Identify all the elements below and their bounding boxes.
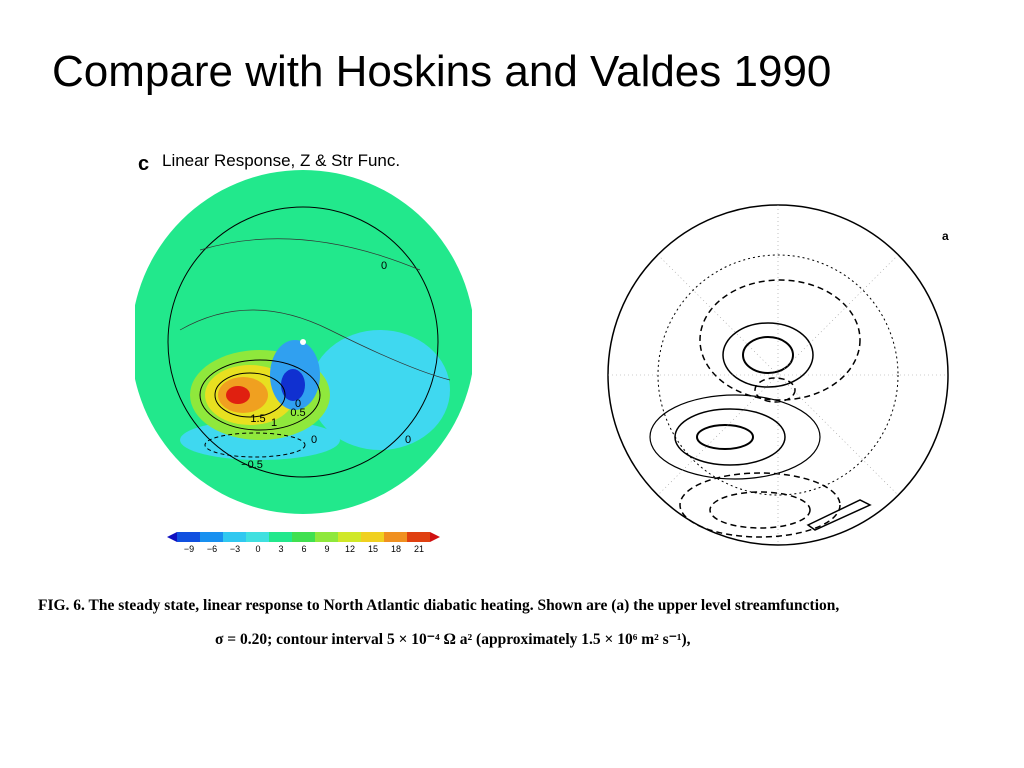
colorbar-tick-label: 18 [391, 544, 401, 554]
colorbar-tick-label: 0 [255, 544, 260, 554]
slide-title: Compare with Hoskins and Valdes 1990 [52, 47, 831, 96]
colorbar-tick-label: −6 [207, 544, 217, 554]
colorbar-tick-label: −3 [230, 544, 240, 554]
contour-label: 0.5 [290, 407, 305, 419]
contour-label: 0 [311, 434, 317, 446]
colorbar [167, 532, 440, 542]
colorbar-tick-label: 15 [368, 544, 378, 554]
panel-label: c [138, 153, 149, 175]
map [135, 170, 472, 514]
colorbar-tick-label: 6 [301, 544, 306, 554]
panel-label: a [942, 229, 949, 243]
panel-title: Linear Response, Z & Str Func. [162, 151, 400, 170]
contour-label: 1.5 [250, 413, 265, 425]
contour-label: 0 [295, 398, 301, 410]
colorbar-tick-label: 3 [278, 544, 283, 554]
colorbar-tick-label: 12 [345, 544, 355, 554]
colorbar-tick-label: −9 [184, 544, 194, 554]
left-figure: c Linear Response, Z & Str Func. 0 1.5 1 0.… [135, 151, 472, 554]
caption-line: FIG. 6. The steady state, linear respons… [38, 597, 839, 614]
colorbar-tick-label: 9 [324, 544, 329, 554]
caption-line: σ = 0.20; contour interval 5 × 10⁻⁴ Ω a²… [215, 631, 691, 648]
contour-label: 0 [405, 434, 411, 446]
contour-label: 1 [271, 417, 277, 429]
colorbar-tick-label: 21 [414, 544, 424, 554]
contour-label: −0.5 [241, 459, 263, 471]
contour-label: 0 [381, 260, 387, 272]
right-figure: a [607, 204, 949, 546]
